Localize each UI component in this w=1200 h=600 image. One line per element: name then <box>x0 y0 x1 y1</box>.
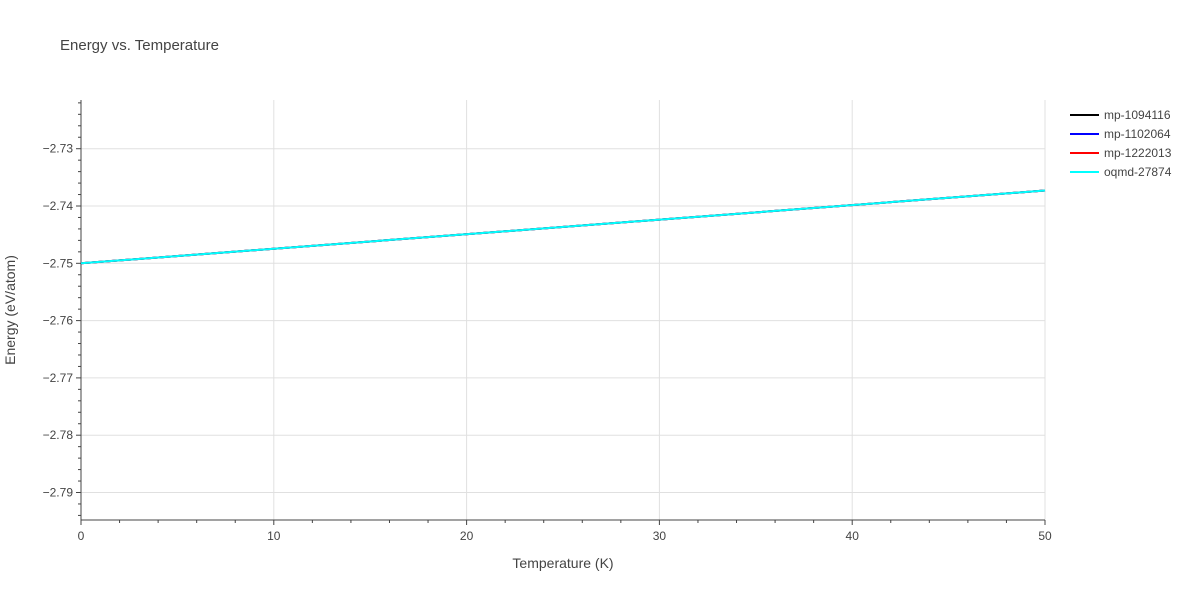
chart-title: Energy vs. Temperature <box>60 37 219 54</box>
y-tick-label: −2.76 <box>43 314 74 328</box>
y-tick-label: −2.73 <box>43 142 74 156</box>
legend-label-mp-1094116: mp-1094116 <box>1104 108 1171 122</box>
x-tick-label: 40 <box>846 529 860 543</box>
y-tick-label: −2.78 <box>43 428 74 442</box>
series-line-oqmd-27874 <box>80 189 1046 265</box>
x-tick-label: 50 <box>1038 529 1052 543</box>
x-tick-label: 20 <box>460 529 474 543</box>
legend[interactable]: mp-1094116 mp-1102064 mp-1222013 oqmd-27874 <box>1070 108 1172 179</box>
y-tick-label: −2.75 <box>43 256 74 270</box>
axes: 0 10 20 30 40 50 −2.73 −2.74 −2.75 −2.76 −2.77 −2.7… <box>43 100 1052 543</box>
y-tick-label: −2.74 <box>43 199 74 213</box>
x-axis-title: Temperature (K) <box>512 555 613 571</box>
y-axis-title: Energy (eV/atom) <box>2 255 18 365</box>
legend-label-mp-1222013: mp-1222013 <box>1104 146 1172 160</box>
legend-label-oqmd-27874: oqmd-27874 <box>1104 165 1172 179</box>
series-layer <box>80 189 1046 265</box>
x-tick-label: 10 <box>267 529 281 543</box>
y-tick-label: −2.79 <box>43 485 74 499</box>
x-tick-label: 0 <box>78 529 85 543</box>
y-tick-label: −2.77 <box>43 371 74 385</box>
grid <box>81 100 1046 520</box>
legend-label-mp-1102064: mp-1102064 <box>1104 127 1171 141</box>
x-tick-label: 30 <box>653 529 667 543</box>
